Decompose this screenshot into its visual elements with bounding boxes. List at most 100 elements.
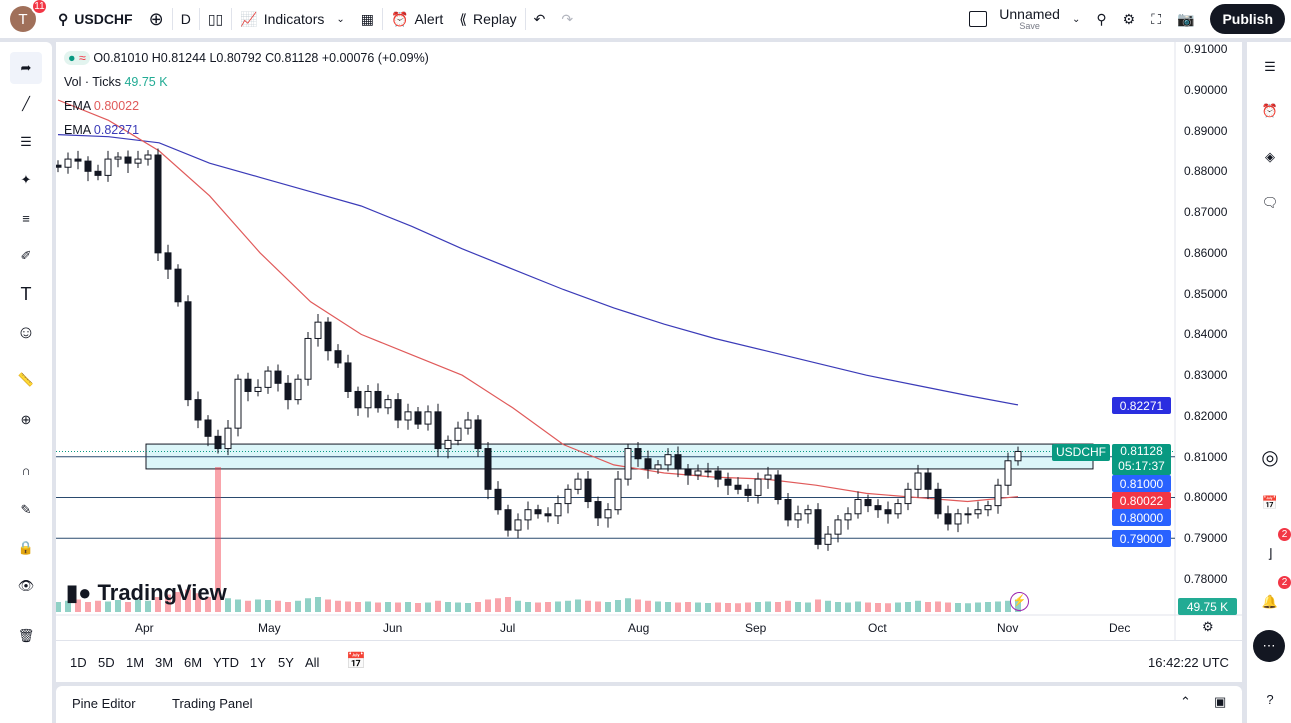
range-button-1m[interactable]: 1M — [126, 655, 145, 670]
prediction-tool[interactable]: ≡ — [10, 202, 42, 234]
publish-button[interactable]: Publish — [1210, 4, 1285, 34]
plus-circle-icon: ⊕ — [148, 8, 164, 29]
range-button-6m[interactable]: 6M — [184, 655, 203, 670]
range-button-5d[interactable]: 5D — [98, 655, 115, 670]
chart-type-button[interactable]: ▯▯ — [200, 0, 231, 38]
candle-body — [1004, 460, 1012, 486]
candle-body — [854, 499, 862, 515]
avatar[interactable]: T 11 — [10, 0, 48, 32]
text-tool[interactable]: T — [10, 278, 42, 310]
ideas-badge: 2 — [1276, 526, 1291, 543]
trendline-tool[interactable]: ╱ — [10, 88, 42, 120]
redo-button[interactable]: ↷ — [553, 0, 581, 38]
notifications-button[interactable]: 🔔 2 — [1257, 574, 1291, 612]
candle-body — [574, 478, 582, 490]
help-button[interactable]: ? — [1257, 686, 1283, 712]
candle-body — [494, 488, 502, 511]
snapshot-button[interactable]: 📷 — [1169, 0, 1202, 38]
maximize-panel-button[interactable]: ▣ — [1214, 694, 1226, 710]
time-axis-label: Apr — [135, 621, 154, 635]
volume-bar — [335, 600, 341, 612]
alerts-button[interactable]: ⏰ — [1257, 98, 1283, 124]
replay-icon: ⟪ — [459, 10, 468, 27]
clock[interactable]: 16:42:22 UTC — [1148, 655, 1229, 670]
symbol-search-button[interactable]: ⚲ USDCHF — [50, 0, 141, 38]
lock-drawing-tool[interactable]: ✎ — [10, 494, 42, 526]
symbol-badge: USDCHF — [1052, 444, 1110, 461]
volume-bar — [425, 602, 431, 612]
volume-bar — [745, 602, 751, 612]
volume-bar — [495, 598, 501, 612]
candle-body — [934, 488, 942, 515]
candle-body — [274, 370, 282, 384]
time-axis-label: Jul — [500, 621, 516, 635]
chat-button[interactable]: 🗨 — [1257, 190, 1283, 216]
alerts-badge: 2 — [1276, 574, 1291, 591]
quick-search-button[interactable]: ⚲ — [1088, 0, 1114, 38]
remove-drawings-tool[interactable]: 🗑 — [10, 620, 42, 652]
compare-button[interactable]: ⊕ — [141, 0, 172, 38]
range-button-5y[interactable]: 5Y — [278, 655, 294, 670]
candle-body — [444, 439, 452, 450]
bottom-panel: Pine Editor Trading Panel ⌃ ▣ — [56, 686, 1242, 723]
price-axis-label: 0.89000 — [1184, 123, 1228, 138]
templates-button[interactable]: ▦ — [353, 0, 382, 38]
cursor-tool[interactable]: ➦ — [10, 52, 42, 84]
alert-button[interactable]: ⏰ Alert — [383, 0, 451, 38]
chart-pane[interactable] — [56, 42, 1242, 640]
calendar-button[interactable]: 📅 — [1257, 490, 1283, 516]
candle-body — [624, 448, 632, 480]
candles-icon: ▯▯ — [207, 10, 224, 27]
magnet-tool[interactable]: ∩ — [10, 454, 42, 486]
indicators-button[interactable]: 📈 Indicators ⌄ — [232, 0, 353, 38]
candle-body — [664, 454, 672, 466]
price-chart[interactable] — [56, 42, 1242, 640]
candle-body — [594, 501, 602, 519]
measure-tool[interactable]: 📏 — [10, 364, 42, 396]
candle-body — [344, 362, 352, 392]
broadcast-icon: ⌋ — [1267, 546, 1273, 561]
replay-button[interactable]: ⟪ Replay — [451, 0, 524, 38]
fib-tool[interactable]: ☰ — [10, 126, 42, 158]
brush-tool[interactable]: ✐ — [10, 240, 42, 272]
layers-button[interactable]: ◈ — [1257, 144, 1283, 170]
axis-settings-button[interactable]: ⚙ — [1202, 619, 1214, 635]
range-button-1d[interactable]: 1D — [70, 655, 87, 670]
lock-icon: 🔒 — [17, 540, 35, 555]
layout-save-label: Save — [1019, 20, 1040, 31]
zoom-tool[interactable]: ⊕ — [10, 404, 42, 436]
text-icon: T — [20, 283, 32, 304]
range-button-3m[interactable]: 3M — [155, 655, 174, 670]
camera-icon: 📷 — [1177, 10, 1195, 27]
settings-button[interactable]: ⚙ — [1115, 0, 1144, 38]
volume-bar — [285, 602, 291, 612]
lock-tool[interactable]: 🔒 — [10, 532, 42, 564]
ideas-stream-button[interactable]: ⌋ 2 — [1257, 526, 1291, 564]
layout-button[interactable]: Unnamed Save ⌄ — [961, 0, 1088, 38]
range-button-all[interactable]: All — [305, 655, 320, 670]
hide-tool[interactable]: 👁 — [10, 570, 42, 602]
watchlist-button[interactable]: ☰ — [1257, 54, 1283, 80]
ema-slow-line — [57, 134, 1019, 406]
candle-body — [584, 478, 592, 503]
lightning-event-icon[interactable]: ⚡ — [1010, 592, 1029, 611]
candle-body — [814, 509, 822, 545]
pattern-tool[interactable]: ✦ — [10, 164, 42, 196]
candle-body — [164, 252, 172, 270]
undo-button[interactable]: ↶ — [526, 0, 554, 38]
candle-body — [914, 472, 922, 490]
candle-body — [634, 448, 642, 460]
icon-tool[interactable]: ☺ — [10, 316, 42, 348]
volume-bar — [925, 602, 931, 612]
pine-editor-tab[interactable]: Pine Editor — [72, 696, 136, 711]
range-button-ytd[interactable]: YTD — [213, 655, 239, 670]
trading-panel-tab[interactable]: Trading Panel — [172, 696, 253, 711]
goto-date-button[interactable]: 📅 — [346, 651, 366, 671]
fullscreen-button[interactable]: ⛶ — [1143, 0, 1169, 38]
target-button[interactable]: ◎ — [1257, 444, 1283, 470]
apps-button[interactable]: ⋯ — [1253, 630, 1285, 662]
interval-button[interactable]: D — [173, 0, 199, 38]
range-button-1y[interactable]: 1Y — [250, 655, 266, 670]
collapse-panel-button[interactable]: ⌃ — [1180, 694, 1191, 710]
volume-bar — [575, 599, 581, 612]
